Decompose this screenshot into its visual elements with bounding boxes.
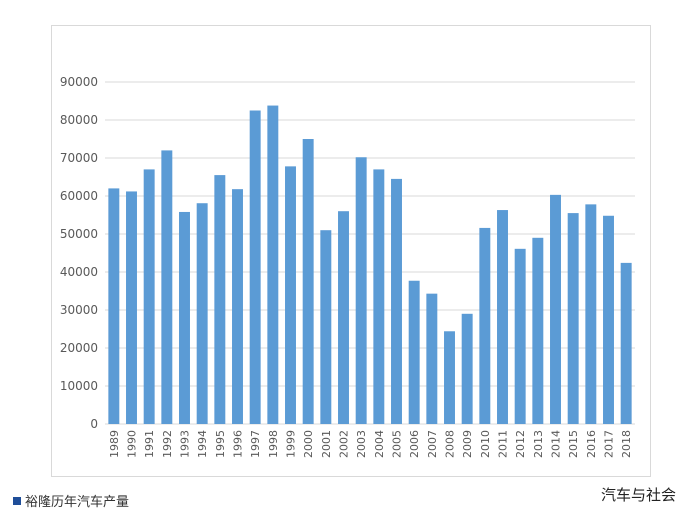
bar (126, 191, 137, 424)
bar (373, 169, 385, 424)
x-tick-label: 1997 (249, 430, 262, 458)
y-tick-label: 40000 (60, 265, 98, 279)
x-tick-label: 2009 (461, 430, 474, 458)
x-tick-label: 1989 (108, 430, 121, 458)
y-tick-label: 20000 (60, 341, 98, 355)
bar (355, 157, 367, 425)
bar (426, 293, 438, 424)
bar (161, 150, 173, 424)
x-tick-label: 1990 (126, 430, 139, 458)
watermark-text: 汽车与社会 (600, 486, 676, 504)
legend-swatch (13, 496, 21, 505)
bar (514, 248, 526, 424)
legend: 裕隆历年汽车产量 (13, 491, 129, 510)
bar (550, 194, 561, 424)
x-tick-label: 2016 (585, 430, 598, 458)
bar (391, 178, 402, 424)
x-tick-label: 2011 (497, 430, 510, 458)
bar (338, 211, 349, 424)
x-tick-label: 2013 (532, 430, 545, 458)
x-tick-label: 2003 (355, 430, 368, 458)
x-tick-label: 2008 (444, 430, 457, 458)
y-tick-label: 50000 (60, 227, 98, 241)
y-tick-label: 10000 (60, 379, 98, 393)
bar (232, 189, 243, 424)
x-tick-label: 1994 (196, 430, 209, 458)
x-tick-label: 2004 (373, 430, 386, 458)
x-tick-label: 2002 (338, 430, 351, 458)
bar (108, 188, 120, 424)
x-tick-label: 2006 (408, 430, 421, 458)
bar (143, 169, 155, 424)
bar (267, 105, 279, 424)
x-tick-label: 2015 (567, 430, 580, 458)
bar (585, 204, 597, 424)
bar (461, 313, 473, 424)
bar (214, 175, 226, 424)
x-tick-label: 2000 (302, 430, 315, 458)
x-tick-label: 1999 (285, 430, 298, 458)
bar (285, 166, 296, 425)
x-tick-label: 2017 (603, 430, 616, 458)
x-tick-label: 1993 (179, 430, 192, 458)
bar (620, 262, 632, 424)
x-tick-label: 1995 (214, 430, 227, 458)
bar (497, 210, 508, 424)
bar (249, 110, 261, 424)
legend-label: 裕隆历年汽车产量 (25, 495, 130, 510)
y-tick-label: 60000 (60, 189, 98, 203)
x-tick-label: 2012 (514, 430, 527, 458)
x-tick-label: 1996 (232, 430, 245, 458)
x-tick-label: 2001 (320, 430, 333, 458)
x-tick-label: 1991 (143, 430, 156, 458)
bar (567, 213, 579, 424)
x-tick-label: 2014 (550, 430, 563, 458)
bar (479, 227, 491, 424)
x-tick-label: 1998 (267, 430, 280, 458)
y-tick-label: 80000 (60, 113, 98, 127)
y-tick-label: 30000 (60, 303, 98, 317)
x-tick-label: 2018 (620, 430, 633, 458)
bar (408, 280, 420, 424)
x-tick-label: 2010 (479, 430, 492, 458)
bar (179, 211, 190, 424)
bar (320, 230, 332, 424)
bar (196, 203, 208, 424)
bar (444, 331, 455, 424)
y-tick-label: 90000 (60, 75, 98, 89)
x-tick-label: 1992 (161, 430, 174, 458)
y-tick-label: 0 (90, 417, 98, 431)
bar (532, 237, 544, 424)
y-tick-label: 70000 (60, 151, 98, 165)
x-tick-label: 2005 (391, 430, 404, 458)
bar (302, 139, 314, 424)
x-tick-label: 2007 (426, 430, 439, 458)
bar (603, 215, 614, 424)
